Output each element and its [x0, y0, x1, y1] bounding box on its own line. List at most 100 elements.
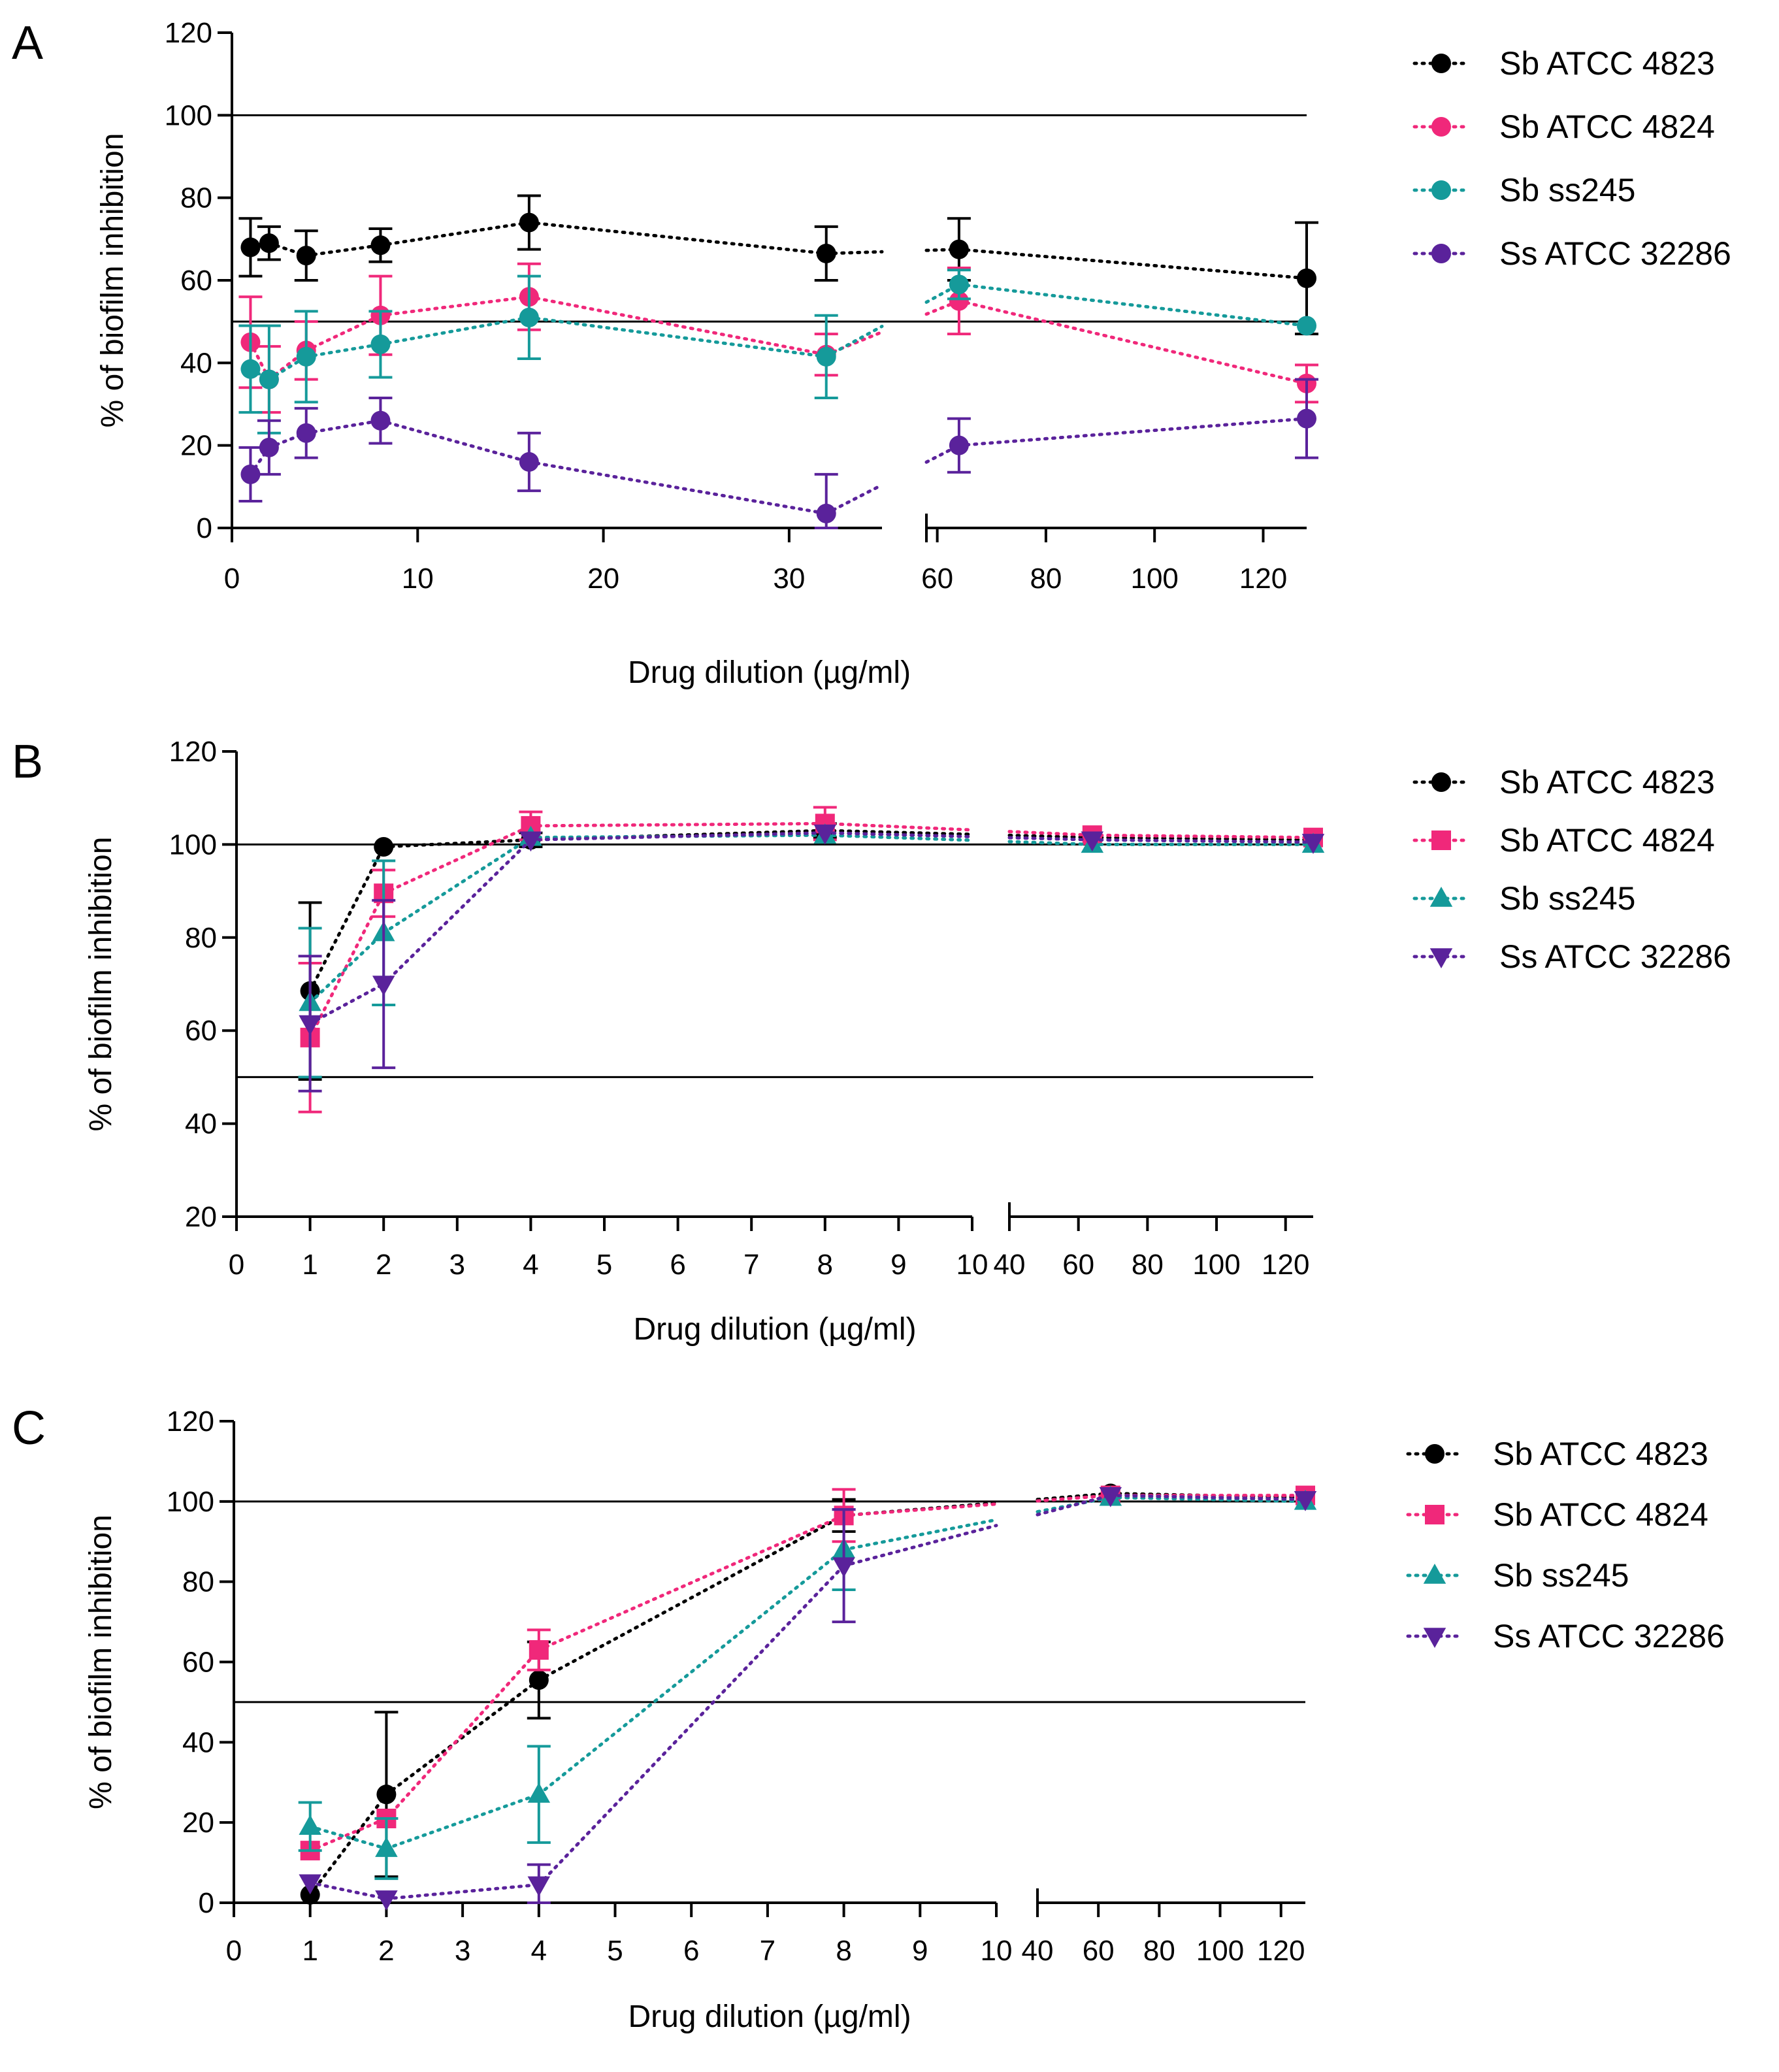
panel-b-series-ss-atcc-32286	[298, 824, 1325, 1093]
panel-c-y-tick-label: 60	[182, 1647, 214, 1679]
panel-b-legend-marker	[1429, 887, 1453, 907]
panel-c-series-line	[308, 1824, 388, 1850]
panel-b-data-point	[1301, 834, 1325, 854]
panel-a-data-point	[519, 307, 539, 327]
panel-c-series-line	[308, 1792, 388, 1897]
panel-c-legend-entry-ss-atcc-32286: Ss ATCC 32286	[1406, 1618, 1725, 1654]
panel-b-legend-entry-sb-ss245: Sb ss245	[1412, 880, 1635, 917]
panel-c-x-tick-label: 100	[1196, 1935, 1244, 1967]
panel-a-data-point	[240, 359, 261, 379]
panel-b-legend-entry-sb-atcc-4824: Sb ATCC 4824	[1412, 822, 1715, 859]
panel-c-legend-label: Sb ATCC 4824	[1493, 1496, 1708, 1533]
panel-a-legend-entry-sb-atcc-4824: Sb ATCC 4824	[1412, 108, 1715, 145]
panel-b-series-line	[1090, 838, 1315, 844]
panel-a-series-line	[378, 295, 531, 318]
panel-a-legend-entry-sb-atcc-4823: Sb ATCC 4823	[1412, 45, 1715, 82]
panel-b-series-line	[823, 833, 974, 842]
panel-a-data-point	[519, 212, 539, 233]
panel-b-x-tick-label: 2	[376, 1249, 391, 1281]
panel-a-y-tick-label: 0	[197, 512, 212, 544]
panel-b-legend-entry-sb-atcc-4823: Sb ATCC 4823	[1412, 764, 1715, 800]
panel-c-legend-entry-sb-atcc-4823: Sb ATCC 4823	[1406, 1436, 1708, 1472]
panel-b-x-tick-label: 4	[523, 1249, 538, 1281]
panel-a-data-point	[259, 369, 279, 389]
panel-a-data-point	[296, 346, 316, 367]
panel-a-data-point	[259, 437, 279, 457]
panel-a-series-ss-atcc-32286	[238, 378, 1318, 529]
panel-c-data-point	[1294, 1491, 1317, 1511]
panel-c-y-axis-title: % of biofilm inhibition	[84, 1515, 118, 1809]
panel-c-series-line	[537, 1513, 846, 1652]
panel-c-x-tick-label: 40	[1022, 1935, 1054, 1967]
panel-b-legend-label: Sb ss245	[1499, 880, 1635, 917]
panel-a-data-point	[816, 243, 836, 263]
panel-c-x-tick-label: 10	[981, 1935, 1013, 1967]
panel-a-legend-marker	[1431, 180, 1451, 200]
panel-c-data-point	[376, 1784, 397, 1805]
panel-c-x-tick-label: 7	[760, 1935, 775, 1967]
panel-a-series-line	[304, 419, 382, 435]
panel-b-series-line	[382, 838, 532, 849]
panel-a: A 0 20 40 60 80 100 120 0 10 20 30 60 80 100 120 Drug di…	[12, 17, 1731, 690]
panel-a-data-point	[296, 246, 316, 266]
panel-c-y-tick-label: 0	[199, 1887, 214, 1919]
panel-b-x-tick-label: 0	[229, 1249, 244, 1281]
panel-c-series-line	[384, 1883, 541, 1901]
panel-a-series-line	[378, 316, 531, 346]
panel-a-x-tick-label: 120	[1239, 563, 1287, 595]
panel-b-series-line	[529, 821, 827, 828]
panel-c-legend-label: Sb ss245	[1493, 1557, 1629, 1594]
panel-a-data-point	[1297, 408, 1316, 429]
panel-b-y-tick-label: 80	[185, 922, 217, 954]
panel-c-legend-entry-sb-ss245: Sb ss245	[1406, 1557, 1629, 1594]
panel-a-series-line	[304, 314, 382, 352]
panel-a-data-point	[816, 346, 836, 367]
panel-c-legend-marker	[1423, 1628, 1446, 1648]
panel-c-data-point	[529, 1670, 549, 1690]
panel-b-y-tick-label: 100	[169, 829, 217, 861]
panel-b-y-tick-label: 40	[185, 1108, 217, 1140]
panel-c-data-point	[1099, 1487, 1122, 1507]
panel-b-legend-label: Sb ATCC 4824	[1499, 822, 1715, 859]
panel-b-series-line	[823, 829, 974, 836]
panel-c-series-line	[1036, 1492, 1113, 1502]
panel-a-series-sb-atcc-4823	[238, 194, 1318, 336]
panel-a-y-tick-label: 80	[180, 182, 212, 214]
panel-a-data-point	[519, 452, 539, 472]
panel-c-data-point	[832, 1557, 855, 1578]
panel-a-series-line	[304, 342, 382, 359]
panel-c-y-tick-label: 100	[167, 1486, 214, 1518]
panel-c-y-tick-label: 20	[182, 1807, 214, 1839]
panel-a-data-point	[949, 291, 969, 311]
panel-c-series-line	[384, 1648, 541, 1820]
panel-a-x-tick-label: 30	[773, 563, 805, 595]
panel-b-series-line	[308, 982, 385, 1026]
panel-c-series-sb-atcc-4823	[300, 1483, 1315, 1905]
panel-a-y-tick-label: 120	[165, 17, 212, 49]
panel-a-data-point	[1297, 268, 1316, 288]
panel-a-series-line	[924, 248, 961, 252]
panel-a-data-point	[240, 464, 261, 484]
panel-b-x-tick-label: 120	[1262, 1249, 1309, 1281]
panel-b-series-line	[308, 891, 385, 1040]
panel-c-series-sb-atcc-4824	[300, 1485, 1315, 1861]
panel-b-y-axis-title: % of biofilm inhibition	[84, 837, 118, 1132]
panel-c-x-tick-label: 6	[683, 1935, 699, 1967]
panel-a-y-tick-label: 40	[180, 347, 212, 379]
panel-a-series-line	[957, 248, 1309, 280]
panel-a-y-axis-title: % of biofilm inhibition	[95, 133, 130, 428]
panel-b-series-line	[308, 931, 385, 1004]
panel-c-legend-marker	[1425, 1444, 1444, 1464]
panel-b-series-line	[1007, 833, 1094, 840]
panel-a-data-point	[370, 235, 391, 255]
panel-c-series-line	[537, 1513, 846, 1682]
panel-b-series-line	[382, 836, 532, 935]
panel-b-x-tick-label: 9	[890, 1249, 906, 1281]
panel-c-x-tick-label: 80	[1143, 1935, 1175, 1967]
panel-b-x-tick-label: 8	[817, 1249, 833, 1281]
panel-a-series-line	[957, 417, 1309, 448]
panel-c-data-point	[299, 1874, 321, 1895]
panel-c-y-tick-label: 80	[182, 1566, 214, 1598]
panel-a-series-line	[924, 299, 961, 316]
panel-a-data-point	[949, 239, 969, 259]
